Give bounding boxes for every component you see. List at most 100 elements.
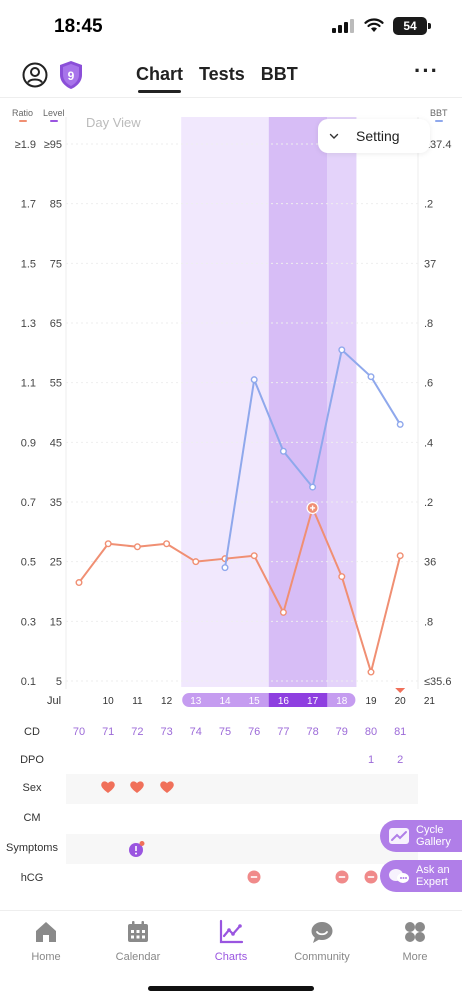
legend-level: Level — [43, 108, 65, 122]
cycle-gallery-line2: Gallery — [416, 836, 451, 848]
legend-bbt-swatch — [434, 120, 443, 122]
ratio-tick-label: 0.1 — [21, 676, 36, 688]
hcg-negative-icon[interactable] — [330, 870, 354, 887]
cycle-gallery-line1: Cycle — [416, 824, 444, 836]
peak-window-band — [268, 117, 328, 687]
ratio-tick-label: 1.7 — [21, 199, 36, 211]
level-tick-label: 5 — [56, 676, 62, 688]
row-cm[interactable]: CM — [0, 804, 462, 834]
row-sex-label: Sex — [22, 782, 42, 794]
dpo-value: 2 — [397, 754, 404, 766]
cycle-day-value: 72 — [131, 726, 144, 738]
bbt-tick-label: 36 — [424, 557, 436, 569]
nav-community-label: Community — [294, 951, 350, 963]
level-tick-label: 65 — [50, 318, 62, 330]
nav-charts[interactable]: Charts — [191, 919, 271, 963]
ratio-tick-label: 0.9 — [21, 437, 36, 449]
home-indicator — [148, 986, 314, 991]
cycle-day-value: 78 — [306, 726, 319, 738]
level-tick-label: 25 — [50, 557, 62, 569]
heart-icon[interactable] — [125, 780, 149, 797]
level-tick-label: 15 — [50, 616, 62, 628]
legend-level-label: Level — [43, 108, 65, 118]
ratio-point — [309, 504, 317, 512]
main-tabs: Chart Tests BBT — [136, 64, 298, 93]
nav-more-label: More — [402, 951, 428, 963]
fertile-window-band — [181, 117, 357, 687]
month-label: Jul — [47, 695, 61, 707]
row-hcg[interactable]: hCG — [0, 864, 462, 894]
cycle-gallery-button[interactable]: Cycle Gallery — [380, 820, 462, 852]
signal-icon — [332, 19, 354, 33]
x-tick-label: 21 — [424, 696, 436, 707]
nav-more[interactable]: More — [375, 919, 455, 963]
bbt-tick-label: .8 — [424, 318, 433, 330]
row-sex[interactable]: Sex — [0, 774, 462, 804]
bbt-line — [224, 348, 402, 568]
row-cd: CD 70 71 72 73 74 75 76 77 78 79 80 81 — [0, 718, 462, 748]
profile-icon[interactable] — [22, 62, 48, 88]
hcg-negative-icon[interactable] — [359, 870, 383, 887]
cycle-day-value: 80 — [364, 726, 378, 738]
row-symptoms-label: Symptoms — [6, 842, 58, 854]
symptom-icon[interactable] — [125, 840, 149, 861]
x-tick-label: 18 — [336, 696, 348, 707]
nav-community[interactable]: Community — [282, 919, 362, 963]
ratio-tick-label: 1.3 — [21, 318, 36, 330]
ratio-point — [396, 552, 404, 560]
community-icon — [311, 922, 333, 943]
plot-area — [66, 117, 418, 689]
gallery-chart-icon — [389, 828, 409, 844]
level-tick-label: 55 — [50, 378, 62, 390]
app-header: 9 Chart Tests BBT ··· — [0, 52, 462, 98]
charts-icon — [219, 919, 244, 944]
level-tick-label: ≥95 — [44, 139, 62, 151]
row-symptoms[interactable]: Symptoms — [0, 834, 462, 864]
more-options-icon[interactable]: ··· — [414, 58, 439, 83]
x-tick-label: 10 — [103, 696, 115, 707]
x-tick-label: 17 — [307, 696, 319, 707]
x-tick-label: 11 — [132, 696, 143, 707]
peak-day-pill — [268, 693, 328, 707]
bbt-point — [221, 564, 229, 572]
row-hcg-label: hCG — [20, 872, 44, 884]
tab-tests[interactable]: Tests — [199, 64, 245, 84]
level-tick-label: 85 — [50, 199, 62, 211]
bbt-point — [309, 483, 317, 491]
post-peak-band — [327, 117, 357, 687]
ratio-tick-label: 1.1 — [21, 378, 36, 390]
day-view-label: Day View — [86, 115, 141, 130]
x-tick-label: 12 — [161, 696, 173, 707]
ratio-point — [163, 540, 171, 548]
ratio-line — [78, 506, 402, 674]
fertile-day-pill — [182, 693, 356, 707]
cycle-day-value: 76 — [248, 726, 261, 738]
tab-chart[interactable]: Chart — [136, 64, 183, 93]
bbt-point — [396, 420, 404, 428]
status-time: 18:45 — [54, 16, 103, 37]
heart-icon[interactable] — [155, 780, 179, 797]
cycle-day-value: 81 — [394, 726, 407, 738]
cycle-day-value: 74 — [189, 726, 202, 738]
setting-label: Setting — [356, 128, 400, 144]
level-badge-icon[interactable]: 9 — [58, 60, 84, 90]
nav-home[interactable]: Home — [6, 919, 86, 963]
ratio-point — [75, 579, 83, 587]
bbt-tick-label: .2 — [424, 497, 433, 509]
ratio-point — [192, 558, 200, 566]
ratio-point — [250, 552, 258, 560]
row-cd-label: CD — [24, 726, 40, 738]
left-legend: Ratio Level — [12, 108, 65, 122]
calendar-icon — [128, 921, 148, 942]
heart-icon[interactable] — [96, 780, 120, 797]
level-tick-label: 35 — [50, 497, 62, 509]
legend-bbt-label: BBT — [430, 108, 448, 118]
x-tick-label: 15 — [249, 696, 261, 707]
setting-button[interactable]: Setting — [318, 119, 430, 153]
nav-calendar-label: Calendar — [115, 951, 161, 963]
hcg-negative-icon[interactable] — [242, 870, 266, 887]
bbt-tick-label: .2 — [424, 199, 433, 211]
ask-expert-button[interactable]: Ask an Expert — [380, 860, 462, 892]
nav-calendar[interactable]: Calendar — [98, 919, 178, 963]
tab-bbt[interactable]: BBT — [260, 64, 298, 84]
